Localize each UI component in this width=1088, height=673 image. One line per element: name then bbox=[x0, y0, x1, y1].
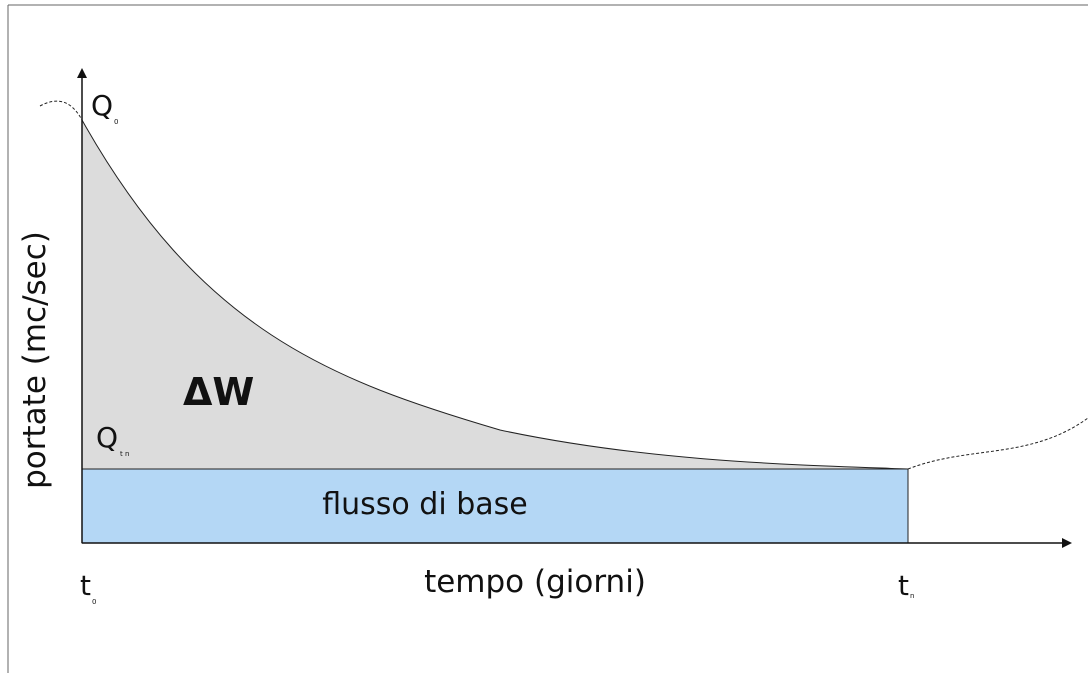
y-axis-label: portate (mc/sec) bbox=[17, 231, 53, 489]
t-end-sub: n bbox=[910, 592, 914, 600]
dashed-curve-before bbox=[39, 100, 83, 121]
q-start-sub: 0 bbox=[114, 118, 118, 126]
recession-curve bbox=[81, 119, 909, 470]
dashed-curve-after bbox=[907, 417, 1088, 470]
area-label: ΔW bbox=[183, 370, 254, 414]
t-start-symbol: t bbox=[80, 569, 91, 602]
t-end-symbol: t bbox=[898, 569, 909, 602]
recession-area bbox=[82, 120, 908, 469]
base-flow-label: flusso di base bbox=[322, 487, 528, 522]
q-end-symbol: Q bbox=[96, 421, 118, 454]
q-start-symbol: Q bbox=[91, 89, 113, 122]
x-axis-label: tempo (giorni) bbox=[424, 564, 646, 600]
t-start-sub: 0 bbox=[92, 598, 96, 606]
q-end-sub: t n bbox=[120, 450, 129, 458]
base-flow bbox=[81, 468, 909, 544]
